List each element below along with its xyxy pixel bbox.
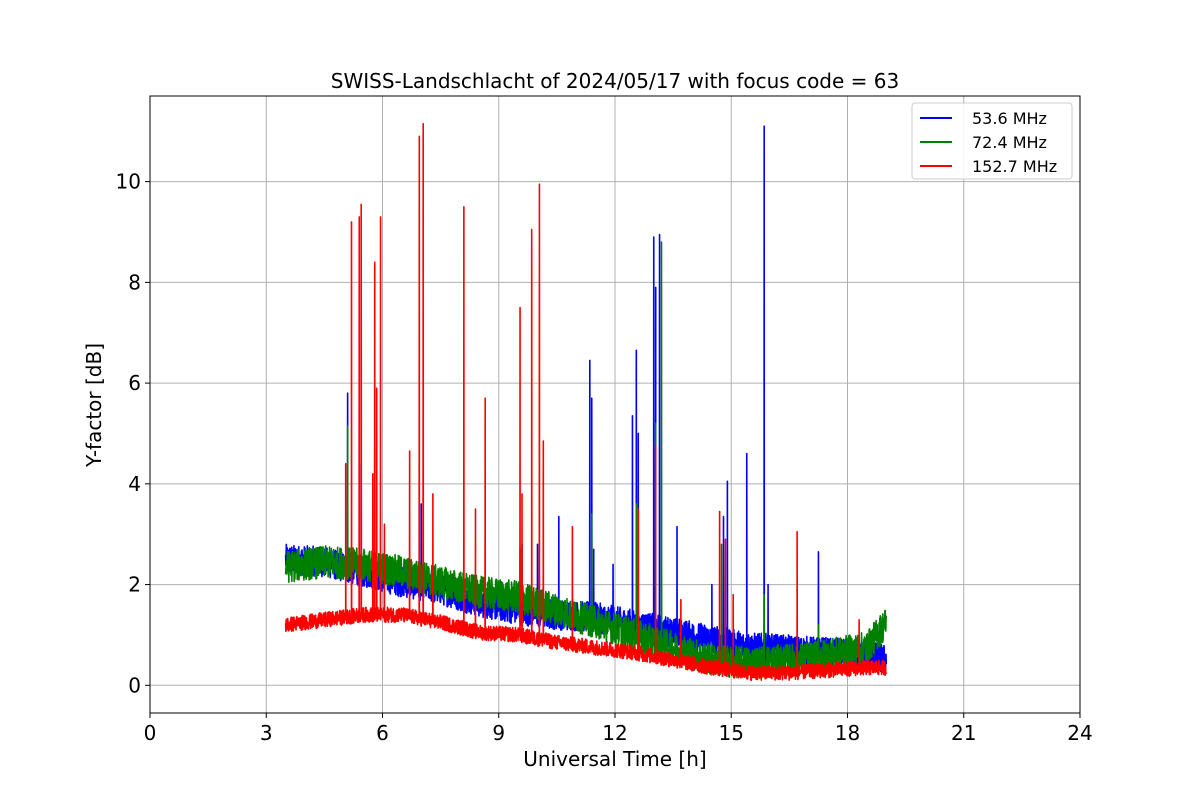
y-tick-label: 6 — [128, 371, 141, 395]
legend-entry-label: 152.7 MHz — [972, 157, 1057, 176]
legend-entry-label: 72.4 MHz — [972, 133, 1047, 152]
series-line-1 — [284, 125, 888, 674]
y-tick-label: 4 — [128, 472, 141, 496]
x-tick-label: 21 — [951, 721, 976, 745]
x-tick-label: 6 — [376, 721, 389, 745]
series-line-2 — [284, 241, 888, 679]
x-tick-label: 3 — [260, 721, 273, 745]
x-axis-label: Universal Time [h] — [523, 747, 706, 771]
x-tick-label: 12 — [602, 721, 627, 745]
y-tick-label: 8 — [128, 270, 141, 294]
grid — [149, 96, 1081, 713]
legend-entry-label: 53.6 MHz — [972, 109, 1047, 128]
y-tick-label: 0 — [128, 673, 141, 697]
legend: 53.6 MHz 72.4 MHz 152.7 MHz — [911, 102, 1073, 180]
legend-box — [911, 102, 1073, 180]
x-tick-label: 24 — [1067, 721, 1092, 745]
x-tick-label: 0 — [144, 721, 157, 745]
y-tick-label: 2 — [128, 573, 141, 597]
x-tick-label: 9 — [492, 721, 505, 745]
x-tick-label: 18 — [835, 721, 860, 745]
y-tick-label: 10 — [116, 170, 141, 194]
series-line-3 — [284, 122, 888, 682]
y-axis-label: Y-factor [dB] — [82, 343, 106, 468]
x-tick-label: 15 — [719, 721, 744, 745]
chart-title: SWISS-Landschlacht of 2024/05/17 with fo… — [331, 69, 899, 93]
series-lines — [284, 122, 888, 682]
